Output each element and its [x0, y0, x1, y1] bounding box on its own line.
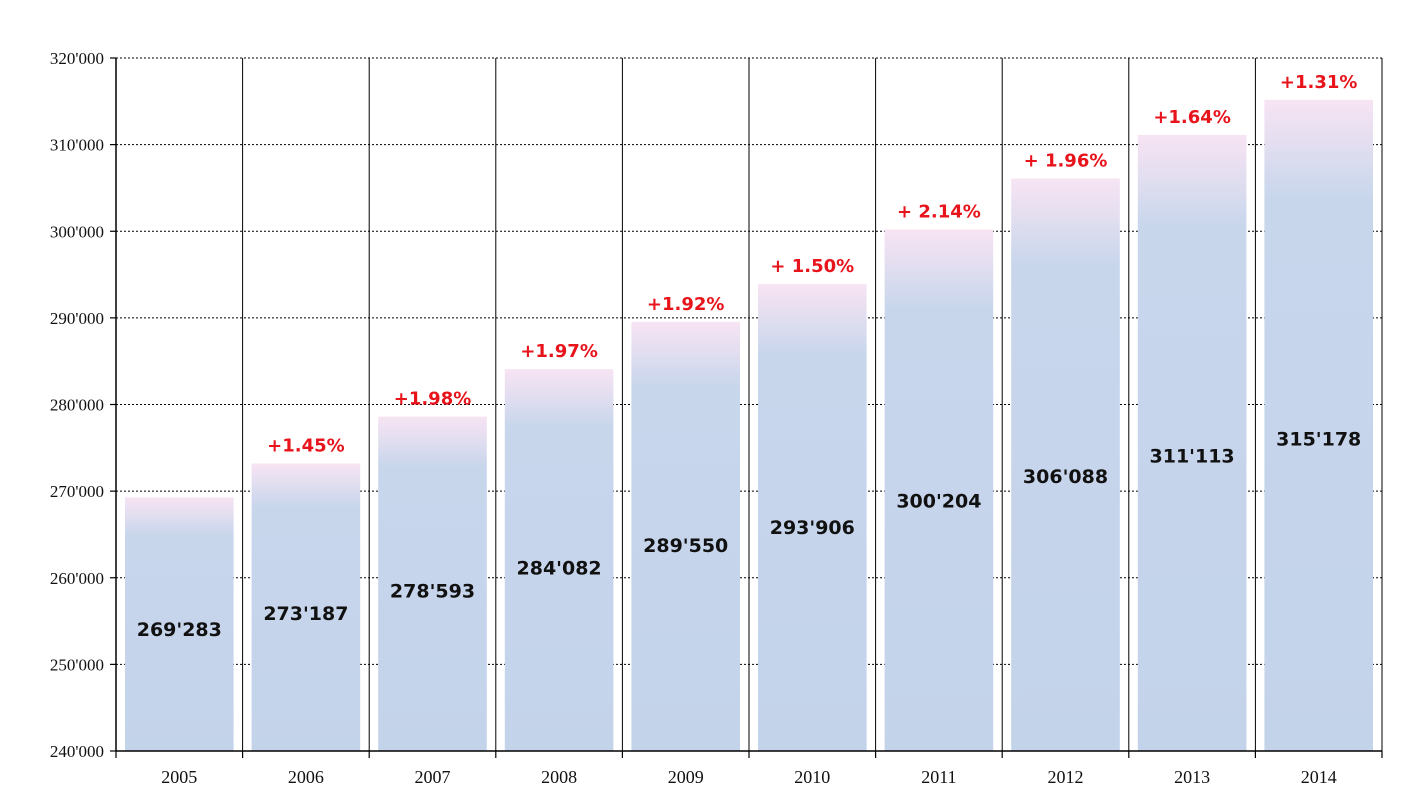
bar-2009 [631, 321, 740, 751]
y-tick-label: 280'000 [50, 396, 104, 415]
value-label: 300'204 [896, 491, 981, 513]
y-tick-label: 320'000 [50, 49, 104, 68]
bars [125, 99, 1373, 752]
value-label: 284'082 [517, 558, 602, 580]
percent-change-label: +1.98% [394, 389, 472, 410]
bar-2008 [504, 369, 614, 751]
y-tick-label: 260'000 [50, 569, 104, 588]
value-label: 273'187 [263, 603, 348, 625]
y-tick-label: 310'000 [50, 136, 104, 155]
bar-2007 [378, 416, 487, 751]
bar-2012 [1011, 178, 1120, 751]
percent-change-label: + 1.96% [1024, 151, 1108, 172]
percent-change-label: +1.45% [267, 436, 345, 457]
x-category-label: 2013 [1174, 767, 1210, 787]
x-category-label: 2005 [161, 767, 197, 787]
value-label: 289'550 [643, 535, 728, 557]
value-label: 306'088 [1023, 466, 1108, 488]
percent-change-label: +1.31% [1280, 72, 1358, 93]
y-tick-label: 270'000 [50, 482, 104, 501]
axes [110, 57, 1383, 758]
x-category-label: 2008 [541, 767, 577, 787]
x-category-label: 2014 [1301, 767, 1337, 787]
y-tick-label: 300'000 [50, 222, 104, 241]
percent-change-label: +1.97% [520, 341, 598, 362]
y-tick-label: 250'000 [50, 655, 104, 674]
value-label: 315'178 [1276, 428, 1361, 450]
bar-2006 [251, 463, 361, 751]
percent-change-label: +1.92% [647, 294, 725, 315]
grid-lines [115, 57, 1383, 752]
y-tick-label: 240'000 [50, 742, 104, 761]
labels: 240'000 250'000 260'000 270'000 280'000 290'0… [50, 49, 1361, 787]
x-category-label: 2010 [794, 767, 830, 787]
percent-change-label: +1.64% [1153, 107, 1231, 128]
bar-2005 [125, 497, 234, 751]
value-label: 311'113 [1150, 445, 1235, 467]
value-label: 293'906 [770, 517, 855, 539]
value-label: 269'283 [137, 619, 222, 641]
x-category-label: 2007 [415, 767, 451, 787]
bar-2013 [1137, 134, 1247, 751]
x-category-label: 2009 [668, 767, 704, 787]
bar-2011 [884, 229, 994, 751]
x-category-label: 2006 [288, 767, 324, 787]
percent-change-label: + 1.50% [770, 256, 854, 277]
bar-2010 [758, 284, 867, 751]
x-category-label: 2011 [921, 767, 956, 787]
value-label: 278'593 [390, 581, 475, 603]
bar-2014 [1264, 99, 1373, 752]
x-category-label: 2012 [1048, 767, 1084, 787]
y-tick-label: 290'000 [50, 309, 104, 328]
percent-change-label: + 2.14% [897, 201, 981, 222]
